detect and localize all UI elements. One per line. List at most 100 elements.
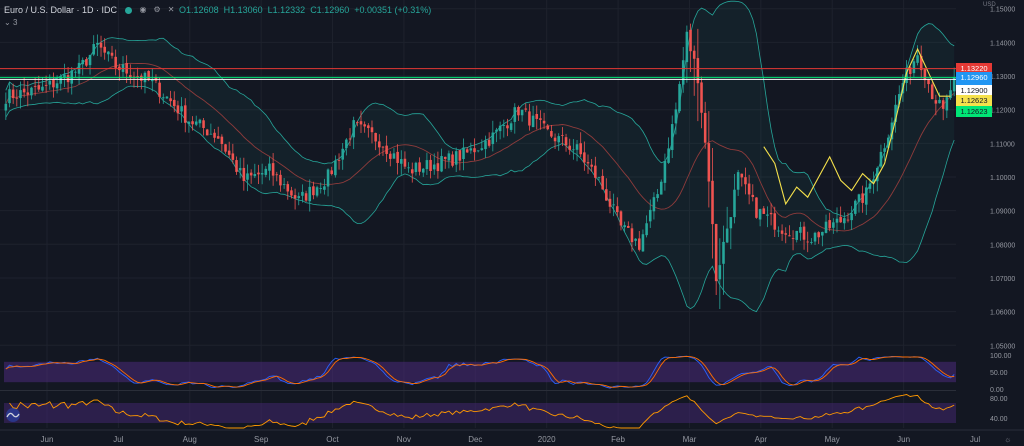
candle-body-103: [381, 146, 385, 148]
candle-body-64: [238, 167, 242, 171]
candle-body-69: [257, 172, 260, 175]
candle-body-96: [356, 121, 359, 123]
candle-body-79: [293, 195, 297, 199]
rsi-tick-label-1: 40.00: [990, 416, 1008, 423]
candle-body-237: [872, 179, 875, 183]
candle-body-50: [187, 121, 191, 125]
candle-body-74: [275, 174, 279, 176]
candle-body-84: [312, 186, 315, 196]
eye-icon[interactable]: ◉: [139, 5, 147, 14]
candle-body-145: [535, 114, 539, 119]
currency-label: USD: [983, 2, 996, 8]
candle-body-167: [616, 206, 619, 213]
candle-body-66: [246, 173, 249, 180]
candle-body-148: [546, 125, 550, 130]
candle-body-233: [857, 194, 861, 202]
price-tick-label-2: 1.13000: [990, 74, 1015, 81]
candle-body-82: [304, 193, 308, 201]
time-tick-label-0: Jun: [41, 435, 54, 444]
candle-body-46: [172, 99, 176, 107]
candle-body-87: [323, 186, 326, 190]
candle-body-247: [908, 67, 912, 75]
candle-body-98: [363, 124, 366, 127]
time-tick-label-2: Aug: [183, 435, 197, 444]
candle-body-100: [370, 127, 374, 133]
candle-body-255: [938, 99, 941, 104]
timeframe: 1D: [82, 5, 94, 15]
candle-body-249: [916, 55, 919, 63]
bollinger-lower: [5, 85, 955, 313]
price-tag-1: 1.12960: [956, 71, 992, 83]
stochastic-band: [4, 361, 956, 383]
candle-body-135: [498, 125, 502, 132]
symbol-title[interactable]: Euro / U.S. Dollar · 1D · IDC: [4, 5, 118, 15]
candle-body-0: [4, 103, 8, 111]
candle-body-65: [242, 167, 246, 182]
time-tick-label-12: Jun: [897, 435, 910, 444]
horizontal-lines: [0, 68, 956, 80]
candle-body-75: [279, 174, 282, 186]
price-tag-4: 1.12623: [956, 95, 992, 107]
candle-body-37: [140, 75, 143, 81]
candle-body-62: [231, 153, 235, 160]
candle-body-137: [506, 125, 509, 129]
indicator-count: 3: [12, 18, 18, 27]
candle-body-122: [451, 154, 454, 166]
close-icon[interactable]: ✕: [167, 5, 175, 14]
candle-body-63: [235, 160, 238, 172]
candle-body-68: [253, 174, 257, 177]
candle-body-165: [608, 198, 612, 207]
candle-body-254: [934, 100, 938, 104]
candle-body-164: [605, 189, 608, 201]
time-tick-label-10: Apr: [755, 435, 768, 444]
candle-body-22: [85, 59, 88, 66]
candle-body-132: [487, 139, 491, 146]
candle-body-161: [594, 165, 597, 178]
candle-body-49: [183, 105, 187, 123]
candle-body-175: [645, 223, 648, 236]
candle-body-195: [718, 265, 722, 280]
candle-body-121: [447, 153, 451, 161]
candle-body-101: [374, 132, 377, 142]
candle-body-104: [385, 145, 388, 154]
time-tick-label-6: Dec: [468, 435, 482, 444]
candle-body-36: [136, 76, 139, 78]
candle-body-112: [414, 162, 418, 173]
price-tag-5: 1.12623: [956, 106, 992, 118]
candle-body-71: [264, 168, 268, 175]
exchange: IDC: [101, 5, 118, 15]
candle-body-40: [151, 79, 154, 82]
candle-body-208: [766, 214, 769, 216]
candle-body-220: [810, 242, 813, 243]
candle-body-147: [542, 120, 546, 124]
candle-body-72: [268, 163, 271, 171]
time-tick-label-8: Feb: [611, 435, 625, 444]
indicator-toggle[interactable]: ⌄ 3: [4, 18, 18, 27]
tradingview-logo-icon[interactable]: [4, 408, 22, 422]
candle-body-251: [923, 69, 927, 81]
candle-body-67: [249, 172, 253, 176]
candle-body-244: [897, 94, 901, 104]
settings-icon[interactable]: ⚙: [153, 5, 161, 14]
candle-body-47: [176, 105, 180, 114]
candle-body-116: [429, 159, 432, 172]
candle-body-209: [769, 212, 773, 215]
candle-body-204: [751, 194, 755, 197]
stoch-tick-label-1: 50.00: [990, 370, 1008, 377]
candle-body-186: [685, 31, 689, 63]
candle-body-259: [952, 77, 956, 92]
candle-body-109: [403, 158, 407, 167]
candle-body-230: [846, 219, 850, 221]
candle-body-3: [15, 97, 19, 99]
candle-body-106: [392, 153, 396, 159]
candle-body-243: [894, 104, 897, 122]
candle-body-53: [198, 119, 202, 124]
candle-body-172: [634, 238, 637, 241]
time-axis[interactable]: Jun Jul Aug Sep Oct Nov Dec 2020 Feb Mar Apr May Jun…: [0, 429, 1024, 444]
candle-body-211: [777, 230, 780, 232]
price-tick-label-0: 1.15000: [990, 7, 1015, 14]
candle-body-199: [733, 189, 736, 218]
candle-body-138: [509, 123, 513, 130]
bollinger-upper: [5, 0, 955, 217]
